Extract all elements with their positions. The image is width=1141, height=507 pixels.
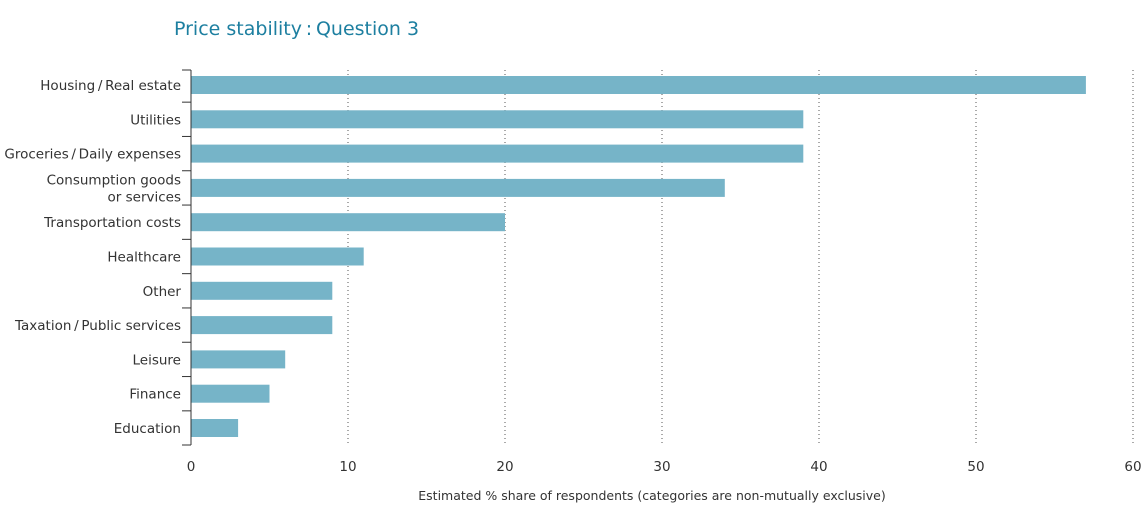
x-tick-label: 50 (967, 459, 984, 475)
category-label: Consumption goods or services (47, 172, 181, 205)
x-axis-title: Estimated % share of respondents (catego… (418, 488, 885, 503)
gridlines (347, 70, 1134, 445)
category-labels: Housing / Real estate Utilities Groceries … (4, 78, 181, 437)
axes (182, 69, 192, 446)
bar (191, 384, 270, 403)
category-label: Leisure (133, 352, 182, 368)
category-label: Housing / Real estate (40, 78, 181, 94)
bar (191, 144, 804, 163)
x-tick-label: 20 (496, 459, 513, 475)
x-tick-label: 10 (339, 459, 356, 475)
bars (191, 76, 1086, 437)
x-tick-labels: 0 10 20 30 40 50 60 (187, 459, 1141, 475)
category-label: Healthcare (107, 250, 181, 266)
bar (191, 213, 505, 232)
bar (191, 110, 804, 129)
bar (191, 76, 1086, 94)
category-label: Education (114, 421, 181, 437)
bar (191, 178, 725, 197)
x-tick-label: 30 (653, 459, 670, 475)
category-label: Finance (129, 387, 181, 403)
chart-title: Price stability : Question 3 (174, 18, 420, 40)
category-label: Taxation / Public services (14, 318, 181, 334)
x-tick-label: 60 (1124, 459, 1141, 475)
bar (191, 281, 333, 300)
category-label: Transportation costs (43, 215, 181, 231)
category-label: Groceries / Daily expenses (4, 147, 181, 163)
bar (191, 350, 286, 369)
category-label: Other (143, 284, 182, 300)
bar (191, 247, 364, 266)
x-tick-label: 0 (187, 459, 196, 475)
bar (191, 419, 239, 437)
x-tick-label: 40 (810, 459, 827, 475)
category-label: Utilities (130, 112, 181, 128)
bar (191, 316, 333, 335)
